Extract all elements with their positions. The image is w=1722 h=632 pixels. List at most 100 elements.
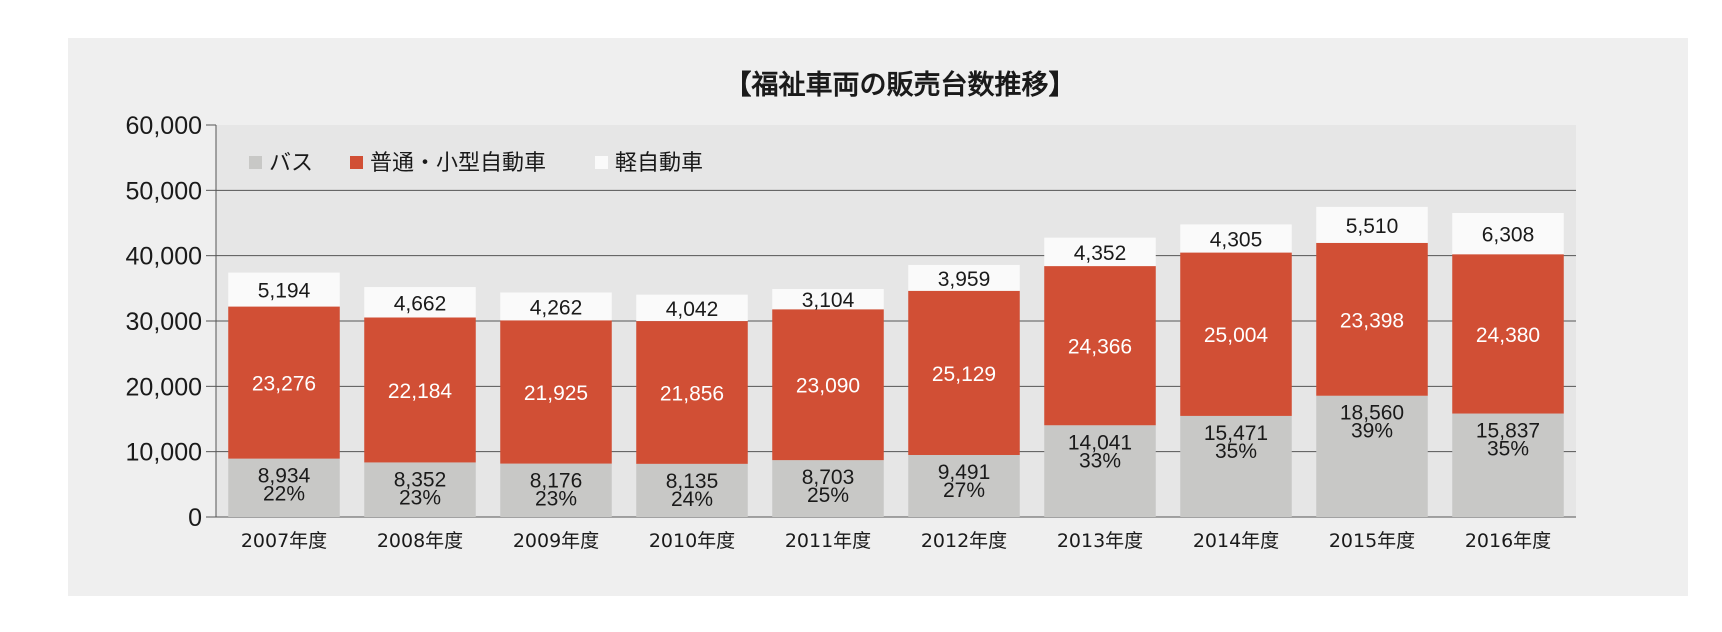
data-label-regular: 23,090 xyxy=(796,375,860,398)
data-label-bus: 8,352 xyxy=(394,468,447,491)
bar-kei xyxy=(1452,213,1564,255)
y-axis: 0 10,000 20,000 30,000 40,000 50,000 60,000 xyxy=(126,112,1576,532)
data-label-kei: 4,662 xyxy=(394,292,447,315)
data-label-kei: 4,305 xyxy=(1210,229,1263,252)
data-label-bus-share: 24% xyxy=(671,488,713,511)
data-label-regular: 24,366 xyxy=(1068,336,1132,359)
bar-kei xyxy=(636,294,748,322)
bar-bus xyxy=(228,458,340,517)
data-label-bus-share: 23% xyxy=(399,486,441,509)
x-tick-label: 2014年度 xyxy=(1193,530,1279,552)
y-tick-label: 10,000 xyxy=(126,439,202,467)
legend: バス 普通・小型自動車 軽自動車 xyxy=(249,151,703,176)
x-axis: 2007年度 2008年度 2009年度 2010年度 2011年度 2012年度 2013… xyxy=(241,530,1551,552)
legend-swatch-bus xyxy=(249,156,262,169)
bar-kei xyxy=(500,292,612,321)
data-label-bus: 8,176 xyxy=(530,470,583,493)
y-tick-label: 50,000 xyxy=(126,177,202,205)
chart-title: 【福祉車両の販売台数推移】 xyxy=(725,69,1076,101)
bar-regular xyxy=(1044,266,1156,426)
data-label-kei: 4,042 xyxy=(666,298,719,321)
bar-regular xyxy=(1452,254,1564,414)
data-label-kei: 5,194 xyxy=(258,280,311,303)
bars: 8,93422%23,2765,1948,35223%22,1844,6628,… xyxy=(228,206,1564,517)
y-tick-label: 60,000 xyxy=(126,112,202,140)
data-label-kei: 3,959 xyxy=(938,268,991,291)
bar-bus xyxy=(500,463,612,517)
bar-regular xyxy=(1316,242,1428,396)
data-label-bus-share: 39% xyxy=(1351,420,1393,443)
legend-label-bus: バス xyxy=(269,151,313,176)
y-tick-label: 20,000 xyxy=(126,373,202,401)
x-tick-label: 2010年度 xyxy=(649,530,735,552)
data-label-regular: 25,129 xyxy=(932,363,996,386)
data-label-regular: 21,856 xyxy=(660,382,724,405)
y-tick-label: 30,000 xyxy=(126,308,202,336)
legend-label-regular: 普通・小型自動車 xyxy=(370,151,546,176)
x-tick-label: 2016年度 xyxy=(1465,530,1551,552)
data-label-regular: 21,925 xyxy=(524,382,588,405)
bar-kei xyxy=(1044,237,1156,267)
bar-kei xyxy=(908,264,1020,291)
bar-regular xyxy=(772,309,884,461)
data-label-bus-share: 25% xyxy=(807,484,849,507)
data-label-bus-share: 23% xyxy=(535,488,577,511)
data-label-bus: 9,491 xyxy=(938,461,991,484)
data-label-regular: 24,380 xyxy=(1476,324,1540,347)
bar-regular xyxy=(636,321,748,464)
data-label-bus: 8,703 xyxy=(802,466,855,489)
y-tick-label: 0 xyxy=(188,504,202,532)
data-label-regular: 25,004 xyxy=(1204,324,1269,347)
x-tick-label: 2013年度 xyxy=(1057,530,1143,552)
bar-kei xyxy=(772,289,884,310)
sales-chart: 【福祉車両の販売台数推移】 0 10,000 20,000 30,000 40,000 5… xyxy=(126,69,1576,552)
y-tick-label: 40,000 xyxy=(126,243,202,271)
data-label-bus-share: 33% xyxy=(1079,449,1121,472)
bar-bus xyxy=(772,460,884,517)
bar-regular xyxy=(1180,252,1292,416)
data-label-bus-share: 35% xyxy=(1487,438,1529,461)
legend-swatch-regular xyxy=(350,156,363,169)
data-label-kei: 5,510 xyxy=(1346,215,1399,238)
data-label-bus-share: 35% xyxy=(1215,440,1257,463)
data-label-regular: 23,276 xyxy=(252,373,316,396)
data-label-bus: 18,560 xyxy=(1340,402,1404,425)
bar-bus xyxy=(1180,415,1292,517)
data-label-bus: 15,471 xyxy=(1204,422,1268,445)
data-label-bus-share: 22% xyxy=(263,483,305,506)
bar-bus xyxy=(1316,395,1428,517)
bar-bus xyxy=(364,462,476,517)
x-tick-label: 2008年度 xyxy=(377,530,463,552)
bar-bus xyxy=(636,463,748,517)
data-label-regular: 23,398 xyxy=(1340,309,1404,332)
bar-regular xyxy=(500,320,612,464)
bar-bus xyxy=(1452,413,1564,517)
data-label-bus-share: 27% xyxy=(943,479,985,502)
x-tick-label: 2011年度 xyxy=(785,530,871,552)
bar-kei xyxy=(1316,206,1428,243)
chart-panel: 【福祉車両の販売台数推移】 0 10,000 20,000 30,000 40,000 5… xyxy=(68,38,1688,596)
data-label-bus: 14,041 xyxy=(1068,431,1132,454)
bar-kei xyxy=(364,287,476,318)
data-label-kei: 4,352 xyxy=(1074,242,1127,265)
bar-kei xyxy=(1180,224,1292,253)
data-label-bus: 8,934 xyxy=(258,465,311,488)
bar-regular xyxy=(364,317,476,463)
x-tick-label: 2007年度 xyxy=(241,530,327,552)
data-label-kei: 3,104 xyxy=(802,289,855,312)
bar-kei xyxy=(228,272,340,307)
bar-bus xyxy=(908,454,1020,517)
bar-regular xyxy=(908,290,1020,455)
legend-label-kei: 軽自動車 xyxy=(615,151,703,176)
data-label-regular: 22,184 xyxy=(388,380,453,403)
x-tick-label: 2012年度 xyxy=(921,530,1007,552)
legend-swatch-kei xyxy=(595,156,608,169)
x-tick-label: 2015年度 xyxy=(1329,530,1415,552)
data-label-bus: 8,135 xyxy=(666,470,719,493)
data-label-kei: 6,308 xyxy=(1482,224,1535,247)
data-label-bus: 15,837 xyxy=(1476,420,1540,443)
x-tick-label: 2009年度 xyxy=(513,530,599,552)
data-label-kei: 4,262 xyxy=(530,296,583,319)
bar-regular xyxy=(228,306,340,459)
bar-bus xyxy=(1044,425,1156,517)
